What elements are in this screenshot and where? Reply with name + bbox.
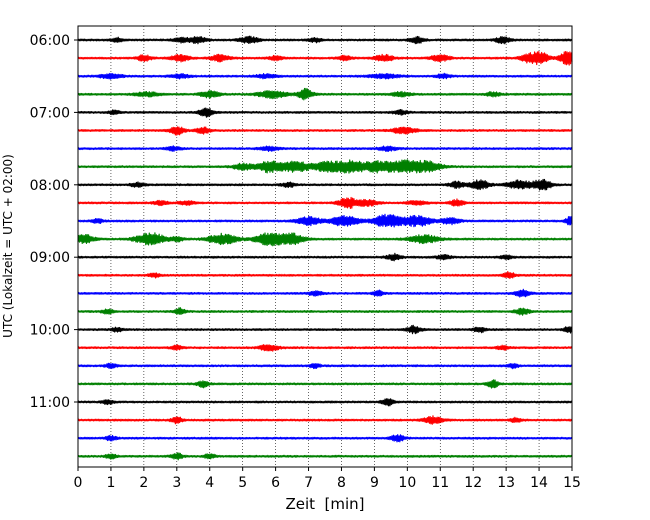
x-tick-label-2: 2 (139, 475, 148, 491)
x-tick-label-10: 10 (398, 475, 416, 491)
trace-18 (77, 362, 573, 370)
plot-frame (77, 25, 573, 468)
y-tick-label-5: 11:00 (30, 395, 70, 411)
trace-15 (77, 307, 573, 316)
y-axis-label: UTC (Lokalzeit = UTC + 02:00) (1, 154, 15, 338)
x-tick-label-1: 1 (106, 475, 115, 491)
trace-3 (77, 87, 573, 101)
y-tick-label-2: 08:00 (30, 178, 70, 194)
x-axis-label: Zeit [min] (285, 495, 364, 513)
y-tick-label-3: 09:00 (30, 250, 70, 266)
x-tick-label-0: 0 (74, 475, 83, 491)
trace-21 (77, 415, 573, 425)
x-tick-label-5: 5 (238, 475, 247, 491)
trace-23 (77, 452, 573, 461)
trace-16 (77, 324, 573, 335)
x-tick-label-8: 8 (337, 475, 346, 491)
trace-10 (77, 213, 573, 228)
trace-layer (77, 35, 573, 461)
trace-8 (77, 178, 573, 191)
trace-11 (77, 232, 573, 247)
trace-12 (77, 252, 573, 262)
trace-4 (77, 107, 573, 118)
trace-5 (77, 126, 573, 136)
trace-22 (77, 434, 573, 443)
x-tick-label-6: 6 (271, 475, 280, 491)
x-tick-layer: 0 1 2 3 4 5 6 7 8 9 10 11 12 13 14 15 (74, 467, 581, 491)
x-tick-label-12: 12 (464, 475, 482, 491)
x-tick-label-14: 14 (530, 475, 548, 491)
x-tick-label-9: 9 (370, 475, 379, 491)
trace-6 (77, 145, 573, 153)
trace-2 (77, 72, 573, 80)
y-tick-label-1: 07:00 (30, 105, 70, 121)
x-tick-label-11: 11 (431, 475, 449, 491)
trace-19 (77, 379, 573, 389)
y-tick-label-0: 06:00 (30, 33, 70, 49)
y-tick-layer: 06:00 07:00 08:00 09:00 10:00 11:00 (30, 33, 78, 411)
x-tick-label-15: 15 (563, 475, 581, 491)
trace-13 (77, 271, 573, 280)
y-tick-label-4: 10:00 (30, 323, 70, 339)
trace-17 (77, 344, 573, 352)
trace-0 (77, 35, 573, 45)
grid-layer (110, 26, 540, 467)
x-tick-label-13: 13 (497, 475, 515, 491)
trace-7 (77, 159, 573, 174)
trace-9 (77, 196, 573, 209)
trace-1 (77, 50, 573, 66)
x-tick-label-3: 3 (172, 475, 181, 491)
trace-20 (77, 398, 573, 407)
trace-14 (77, 288, 573, 298)
x-tick-label-7: 7 (304, 475, 313, 491)
x-tick-label-4: 4 (205, 475, 214, 491)
